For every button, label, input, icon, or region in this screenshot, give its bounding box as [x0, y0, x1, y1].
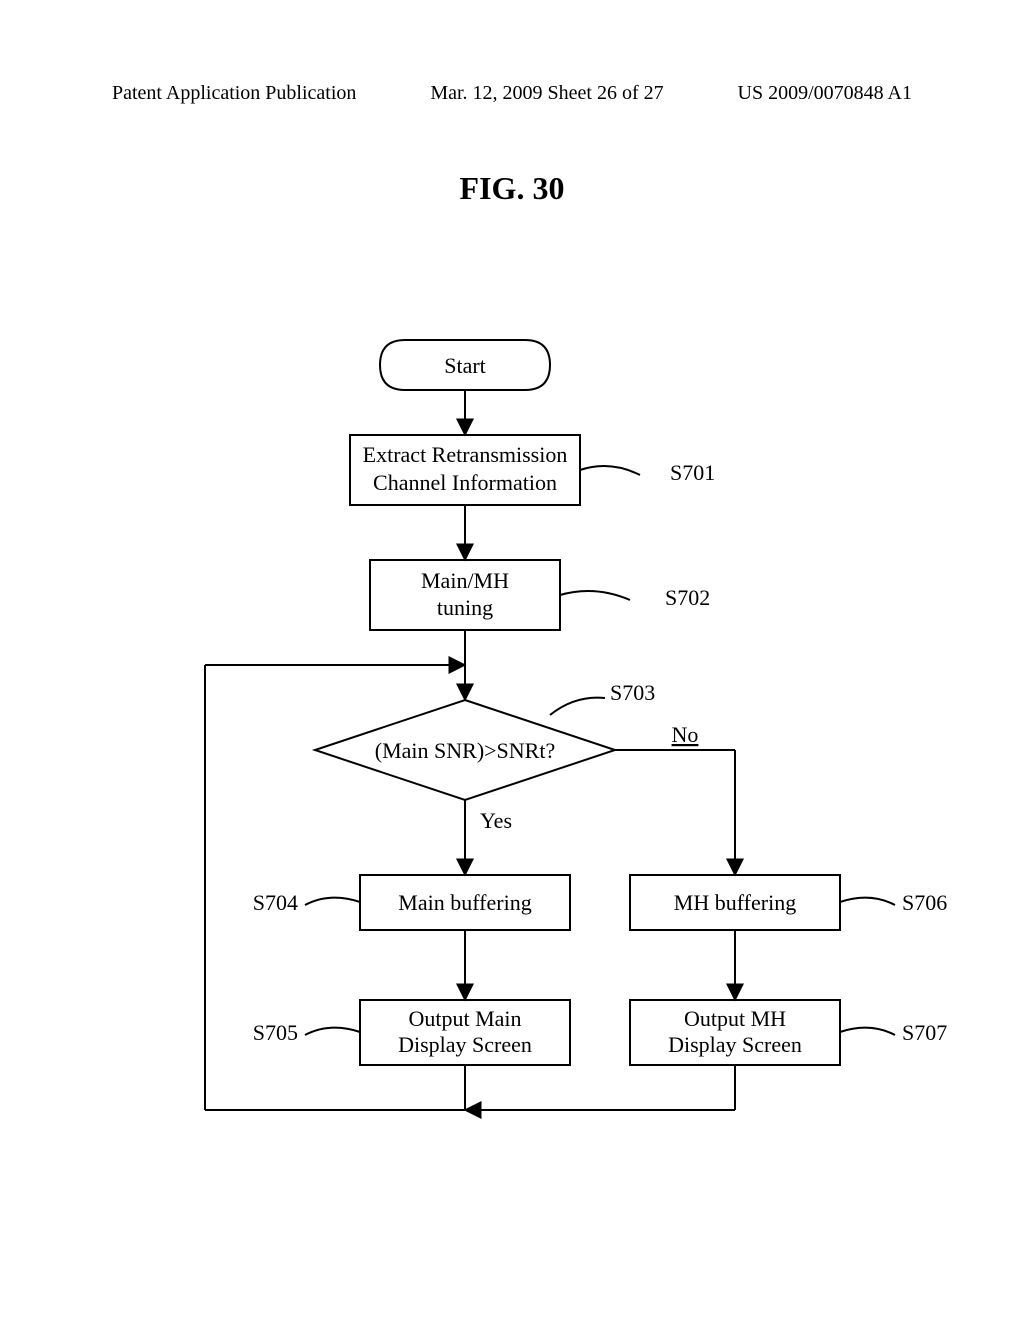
- tick-s704: [305, 898, 360, 905]
- s703-label: (Main SNR)>SNRt?: [375, 738, 555, 763]
- step-label-s707: S707: [902, 1020, 947, 1045]
- no-label: No: [672, 722, 699, 747]
- node-s703: (Main SNR)>SNRt?: [315, 700, 615, 800]
- step-label-s704: S704: [253, 890, 298, 915]
- flowchart: Start Extract Retransmission Channel Inf…: [110, 300, 950, 1170]
- tick-s702: [560, 591, 630, 600]
- tick-s706: [840, 898, 895, 905]
- step-label-s706: S706: [902, 890, 947, 915]
- node-start: Start: [380, 340, 550, 390]
- s707-line1: Output MH: [684, 1006, 786, 1031]
- s704-label: Main buffering: [398, 890, 531, 915]
- node-s702: Main/MH tuning: [370, 560, 560, 630]
- page-header: Patent Application Publication Mar. 12, …: [0, 82, 1024, 105]
- header-right: US 2009/0070848 A1: [738, 82, 912, 105]
- s701-line2: Channel Information: [373, 470, 557, 495]
- step-label-s701: S701: [670, 460, 715, 485]
- header-left: Patent Application Publication: [112, 82, 356, 105]
- page: Patent Application Publication Mar. 12, …: [0, 0, 1024, 1320]
- tick-s707: [840, 1028, 895, 1035]
- node-s701: Extract Retransmission Channel Informati…: [350, 435, 580, 505]
- s707-line2: Display Screen: [668, 1032, 802, 1057]
- step-label-s703: S703: [610, 680, 655, 705]
- yes-label: Yes: [480, 808, 512, 833]
- node-s704: Main buffering: [360, 875, 570, 930]
- s702-line1: Main/MH: [421, 568, 509, 593]
- figure-title: FIG. 30: [0, 170, 1024, 207]
- step-label-s705: S705: [253, 1020, 298, 1045]
- s705-line1: Output Main: [408, 1006, 521, 1031]
- node-s706: MH buffering: [630, 875, 840, 930]
- tick-s705: [305, 1028, 360, 1035]
- s701-line1: Extract Retransmission: [363, 442, 568, 467]
- step-label-s702: S702: [665, 585, 710, 610]
- s705-line2: Display Screen: [398, 1032, 532, 1057]
- tick-s703: [550, 698, 605, 715]
- node-s707: Output MH Display Screen: [630, 1000, 840, 1065]
- header-mid: Mar. 12, 2009 Sheet 26 of 27: [430, 82, 663, 105]
- s702-line2: tuning: [437, 595, 493, 620]
- node-s705: Output Main Display Screen: [360, 1000, 570, 1065]
- s706-label: MH buffering: [674, 890, 796, 915]
- tick-s701: [580, 466, 640, 475]
- start-label: Start: [444, 353, 486, 378]
